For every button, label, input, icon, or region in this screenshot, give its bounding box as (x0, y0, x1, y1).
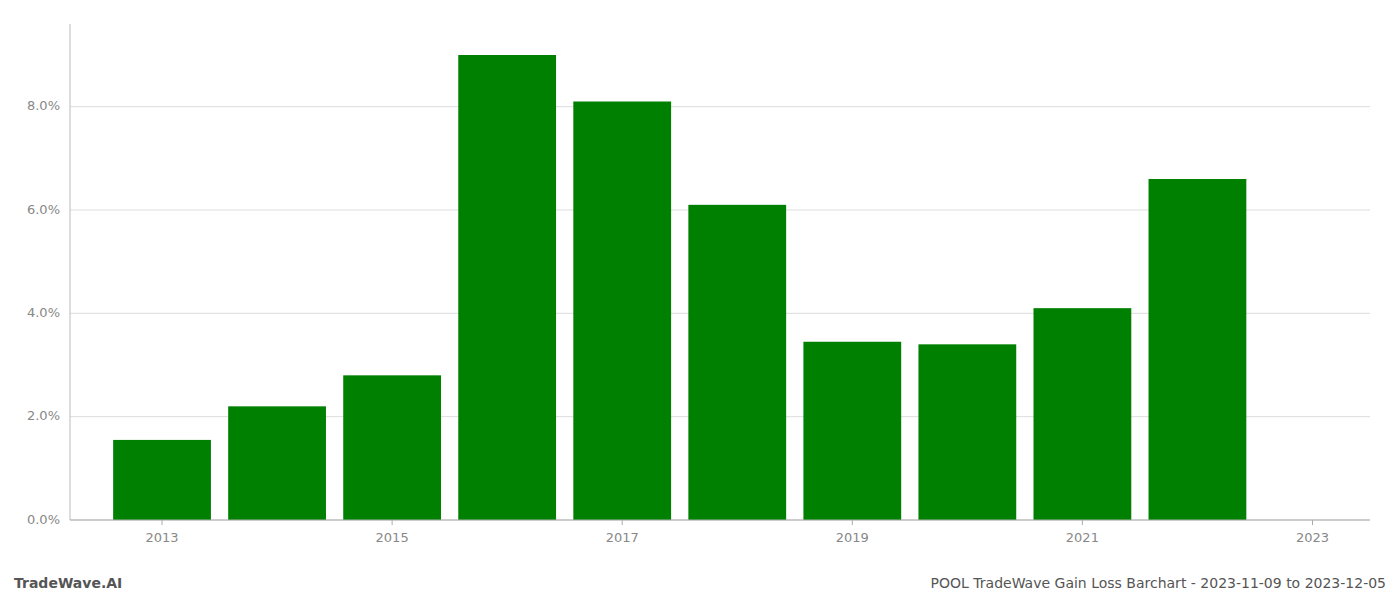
x-tick-label: 2013 (145, 530, 178, 545)
chart-svg: 0.0% 2.0% 4.0% 6.0% 8.0% 2013 2015 2017 2019 2021… (0, 0, 1400, 600)
bars (113, 55, 1246, 520)
y-axis-line (70, 24, 71, 520)
y-axis: 0.0% 2.0% 4.0% 6.0% 8.0% (27, 24, 70, 527)
x-tick-label: 2023 (1296, 530, 1329, 545)
x-tick (1082, 520, 1083, 525)
bar (458, 55, 556, 520)
x-tick (1312, 520, 1313, 525)
bar (1033, 308, 1131, 520)
y-tick-label: 6.0% (27, 202, 60, 217)
bar (688, 205, 786, 520)
y-tick-label: 4.0% (27, 305, 60, 320)
x-axis-line (70, 520, 1370, 521)
bar (228, 406, 326, 520)
grid-line (70, 520, 1370, 521)
chart-container: 0.0% 2.0% 4.0% 6.0% 8.0% 2013 2015 2017 2019 2021… (0, 0, 1400, 600)
x-tick-label: 2017 (606, 530, 639, 545)
annotations: TradeWave.AI POOL TradeWave Gain Loss Bar… (14, 575, 1386, 591)
x-tick-label: 2019 (836, 530, 869, 545)
annotation-right: POOL TradeWave Gain Loss Barchart - 2023… (931, 575, 1386, 591)
x-axis: 2013 2015 2017 2019 2021 2023 (70, 520, 1370, 545)
bar (573, 102, 671, 521)
x-tick-label: 2015 (376, 530, 409, 545)
y-tick-label: 2.0% (27, 408, 60, 423)
x-tick (852, 520, 853, 525)
bar (113, 440, 211, 520)
x-tick (392, 520, 393, 525)
y-grid (70, 107, 1370, 520)
bar (1149, 179, 1247, 520)
bar (918, 344, 1016, 520)
y-tick-label: 0.0% (27, 512, 60, 527)
grid-line (70, 106, 1370, 107)
annotation-left: TradeWave.AI (14, 575, 122, 591)
x-tick (622, 520, 623, 525)
y-tick-label: 8.0% (27, 98, 60, 113)
x-tick-label: 2021 (1066, 530, 1099, 545)
bar (803, 342, 901, 520)
bar (343, 375, 441, 520)
x-tick (162, 520, 163, 525)
